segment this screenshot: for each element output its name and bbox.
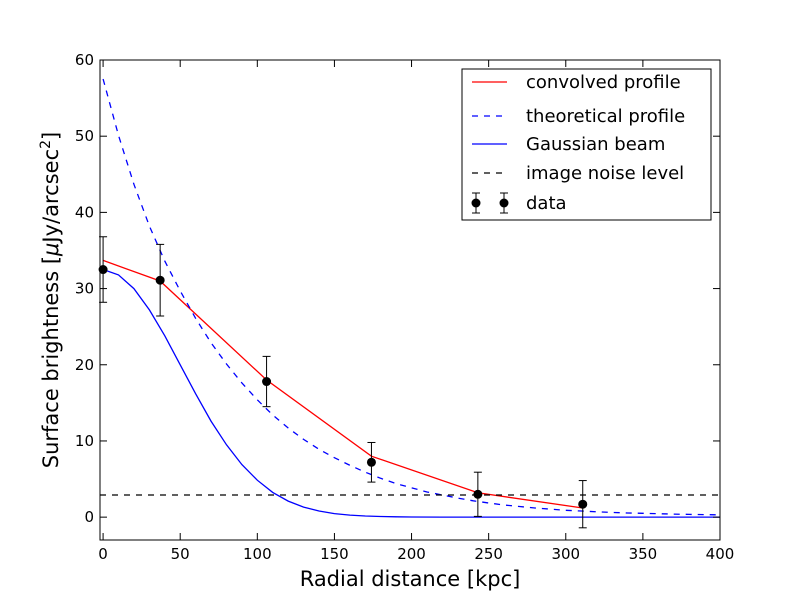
data-point (366, 441, 376, 483)
legend-swatch-data (471, 192, 509, 214)
data-marker (578, 499, 588, 509)
data-point (155, 243, 165, 317)
legend-label-data: data (526, 193, 567, 214)
data-marker (155, 275, 165, 285)
axis-ticks: 0 50 100 150 200 250 300 350 400 0 10 20 30 40 50 60 (75, 51, 734, 563)
legend: convolved profile theoretical profile Ga… (461, 68, 712, 221)
legend-label-theoretical: theoretical profile (526, 106, 685, 127)
data-marker (262, 377, 272, 387)
data-marker (366, 457, 376, 467)
gaussian-beam-line (102, 268, 720, 518)
data-point (473, 471, 483, 517)
data-marker (473, 489, 483, 499)
data-point (578, 480, 588, 529)
y-tick-label: 40 (75, 203, 94, 221)
legend-label-convolved: convolved profile (526, 72, 681, 93)
data-point (262, 355, 272, 408)
x-tick-label: 50 (171, 545, 190, 563)
x-tick-label: 200 (397, 545, 426, 563)
convolved-profile-line (102, 259, 583, 509)
y-tick-label: 50 (75, 127, 94, 145)
y-axis-title: Surface brightness [μJy/arcsec2] (38, 132, 63, 469)
plot-lines (100, 78, 720, 518)
y-tick-label: 30 (75, 280, 94, 298)
legend-label-gaussian: Gaussian beam (526, 134, 665, 155)
x-tick-label: 100 (243, 545, 272, 563)
y-tick-label: 60 (75, 51, 94, 69)
x-tick-label: 300 (551, 545, 580, 563)
x-tick-label: 250 (474, 545, 503, 563)
y-tick-label: 0 (84, 508, 94, 526)
data-marker (98, 265, 108, 275)
x-tick-label: 0 (98, 545, 108, 563)
x-tick-label: 400 (706, 545, 735, 563)
plot-points (98, 236, 588, 529)
theoretical-profile-line (102, 78, 720, 516)
y-tick-label: 20 (75, 356, 94, 374)
legend-label-noise: image noise level (526, 163, 684, 184)
x-tick-label: 350 (629, 545, 658, 563)
data-point (98, 236, 108, 303)
y-tick-label: 10 (75, 432, 94, 450)
plot-frame (99, 59, 721, 541)
x-tick-label: 150 (320, 545, 349, 563)
x-axis-title: Radial distance [kpc] (300, 567, 521, 591)
